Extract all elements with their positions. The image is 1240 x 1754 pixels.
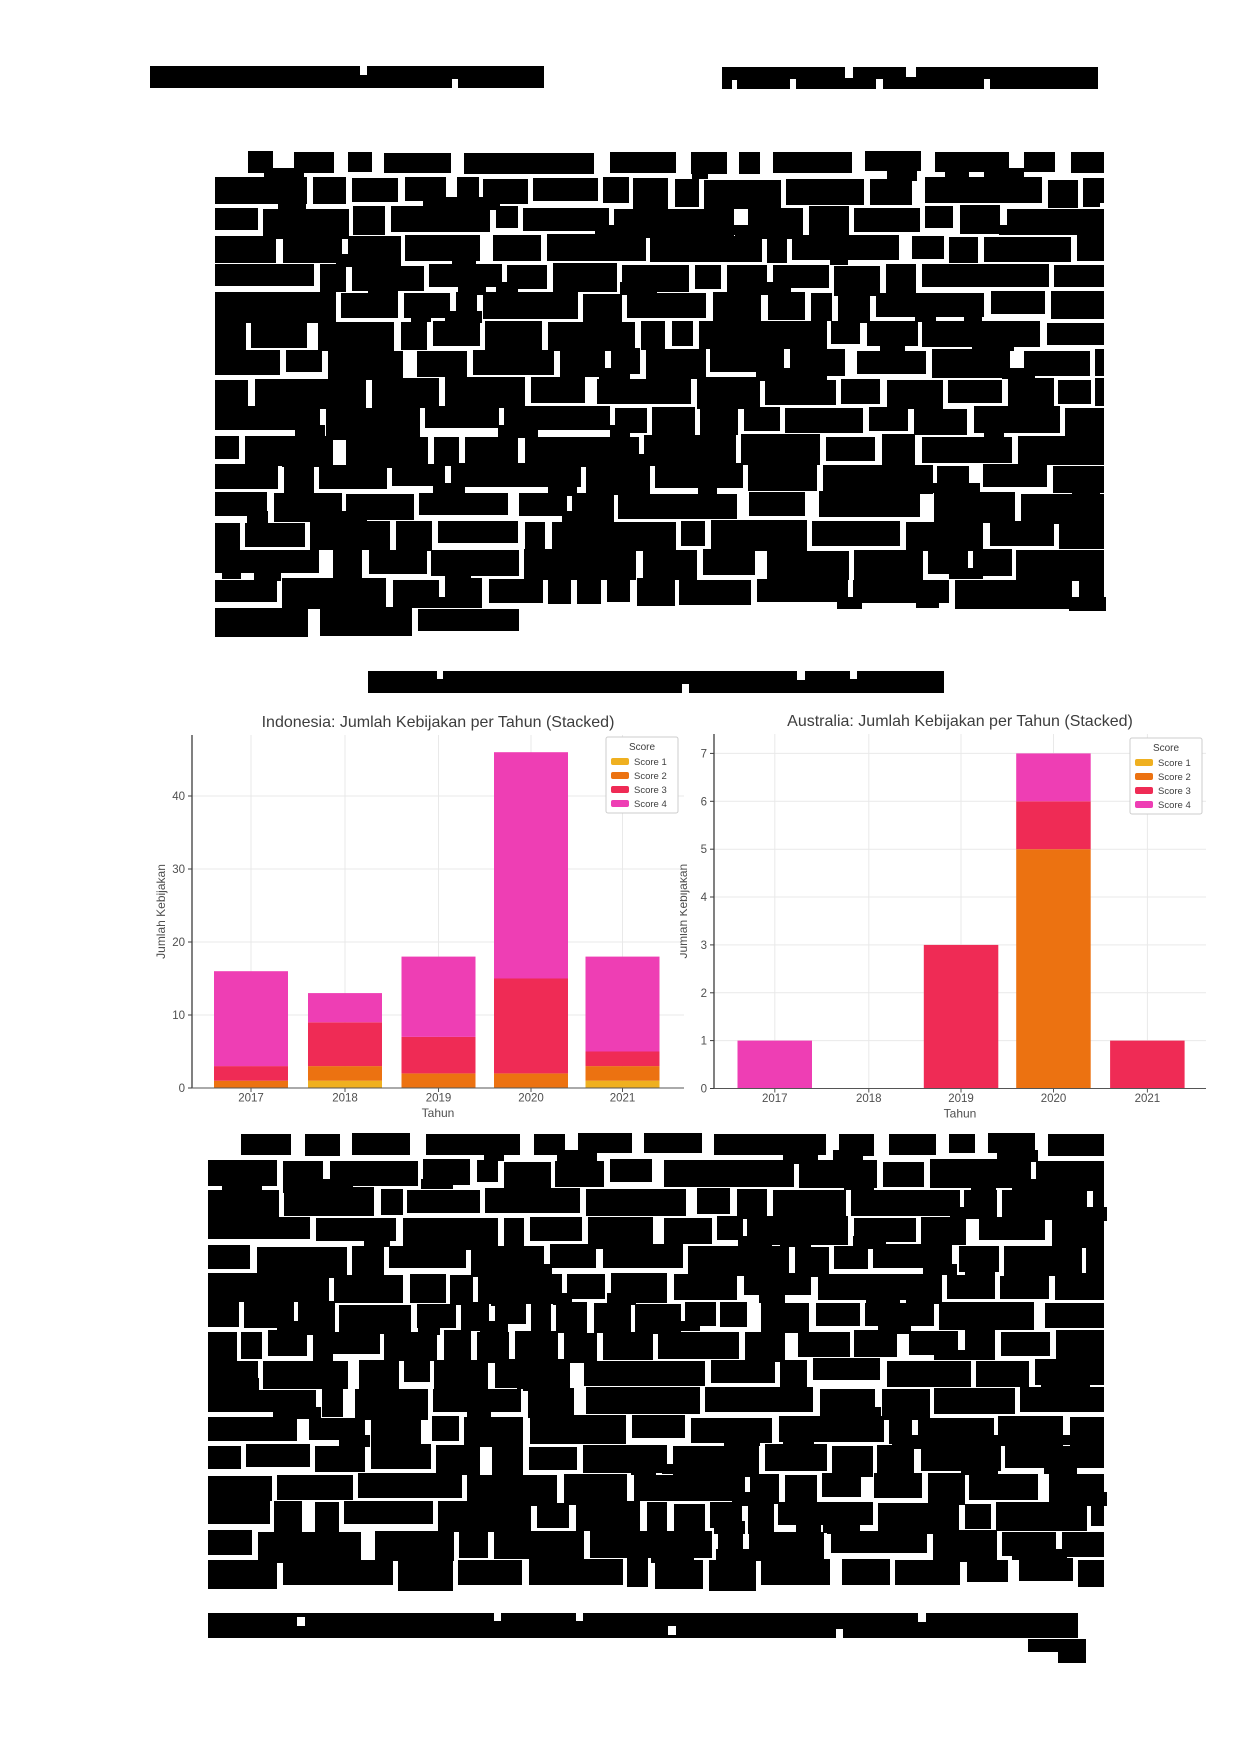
svg-text:2021: 2021 bbox=[1135, 1093, 1161, 1105]
svg-text:40: 40 bbox=[172, 791, 185, 803]
svg-text:2019: 2019 bbox=[426, 1093, 452, 1105]
svg-text:Score: Score bbox=[629, 742, 656, 753]
svg-text:Score 3: Score 3 bbox=[1158, 786, 1191, 797]
svg-text:10: 10 bbox=[172, 1010, 185, 1022]
svg-text:0: 0 bbox=[179, 1083, 185, 1095]
svg-text:2020: 2020 bbox=[518, 1093, 544, 1105]
svg-text:Indonesia: Jumlah Kebijakan pe: Indonesia: Jumlah Kebijakan per Tahun (S… bbox=[262, 714, 615, 731]
svg-text:6: 6 bbox=[701, 796, 707, 808]
svg-text:30: 30 bbox=[172, 864, 185, 876]
svg-text:Jumlah Kebijakan: Jumlah Kebijakan bbox=[154, 864, 168, 959]
svg-text:Tahun: Tahun bbox=[944, 1107, 977, 1121]
svg-text:Score 1: Score 1 bbox=[1158, 758, 1191, 769]
svg-text:5: 5 bbox=[701, 844, 707, 856]
svg-text:Score 4: Score 4 bbox=[634, 799, 667, 810]
svg-text:Score 3: Score 3 bbox=[634, 785, 667, 796]
svg-text:Tahun: Tahun bbox=[422, 1106, 455, 1120]
svg-text:Score: Score bbox=[1153, 743, 1180, 754]
svg-text:Australia: Jumlah Kebijakan pe: Australia: Jumlah Kebijakan per Tahun (S… bbox=[787, 713, 1133, 730]
svg-text:2018: 2018 bbox=[856, 1093, 882, 1105]
svg-text:4: 4 bbox=[701, 892, 708, 904]
svg-text:2020: 2020 bbox=[1041, 1093, 1067, 1105]
svg-text:2018: 2018 bbox=[332, 1093, 358, 1105]
svg-text:2017: 2017 bbox=[238, 1093, 264, 1105]
svg-text:2021: 2021 bbox=[610, 1093, 636, 1105]
svg-text:Score 4: Score 4 bbox=[1158, 800, 1191, 811]
svg-text:2017: 2017 bbox=[762, 1093, 788, 1105]
svg-text:Score 1: Score 1 bbox=[634, 757, 667, 768]
svg-text:2: 2 bbox=[701, 988, 707, 1000]
svg-text:7: 7 bbox=[701, 748, 707, 760]
svg-text:Score 2: Score 2 bbox=[634, 771, 667, 782]
svg-text:Jumlah Kebijakan: Jumlah Kebijakan bbox=[680, 864, 690, 959]
svg-text:2019: 2019 bbox=[948, 1093, 974, 1105]
svg-text:0: 0 bbox=[701, 1084, 707, 1096]
svg-text:20: 20 bbox=[172, 937, 185, 949]
svg-text:1: 1 bbox=[701, 1036, 707, 1048]
svg-text:3: 3 bbox=[701, 940, 707, 952]
svg-text:Score 2: Score 2 bbox=[1158, 772, 1191, 783]
